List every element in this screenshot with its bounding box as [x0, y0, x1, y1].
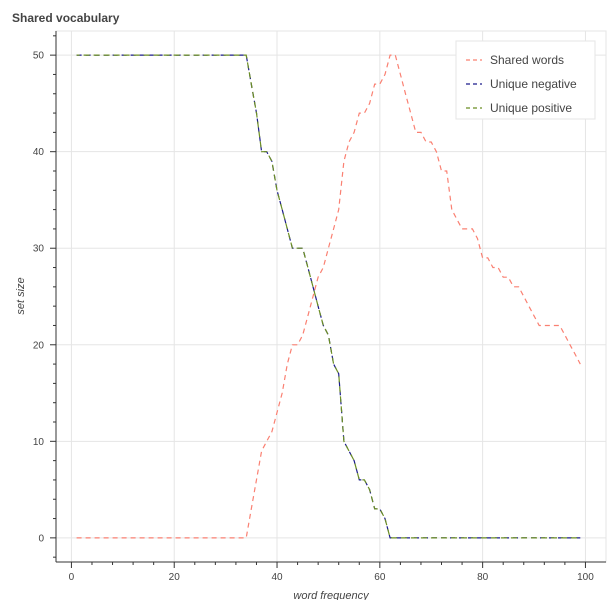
y-tick-label: 10	[33, 437, 45, 448]
x-tick-label: 20	[169, 572, 181, 583]
x-tick-label: 60	[374, 572, 386, 583]
y-axis-label: set size	[15, 277, 27, 314]
series-line-shared-words	[76, 54, 581, 539]
y-tick-label: 40	[33, 147, 45, 158]
legend: Shared words Unique negative Unique positi…	[455, 40, 596, 120]
axes: 0 20 40 60 80 100 0 10 20 30 40 50	[33, 31, 606, 583]
x-tick-label: 100	[577, 572, 594, 583]
legend-label: Unique negative	[490, 77, 577, 91]
series-layer	[76, 54, 581, 539]
chart-title: Shared vocabulary	[12, 11, 120, 25]
y-tick-label: 20	[33, 340, 45, 351]
x-axis-label: word frequency	[293, 590, 370, 600]
y-tick-label: 0	[38, 533, 44, 544]
legend-label: Shared words	[490, 53, 564, 67]
x-tick-label: 80	[477, 572, 489, 583]
y-tick-label: 30	[33, 244, 45, 255]
legend-label: Unique positive	[490, 101, 572, 115]
y-tick-label: 50	[33, 51, 45, 62]
series-line-unique-negative	[76, 54, 581, 539]
series-line-unique-positive	[76, 54, 581, 539]
x-tick-label: 40	[271, 572, 283, 583]
legend-box	[455, 40, 596, 120]
x-tick-label: 0	[69, 572, 75, 583]
